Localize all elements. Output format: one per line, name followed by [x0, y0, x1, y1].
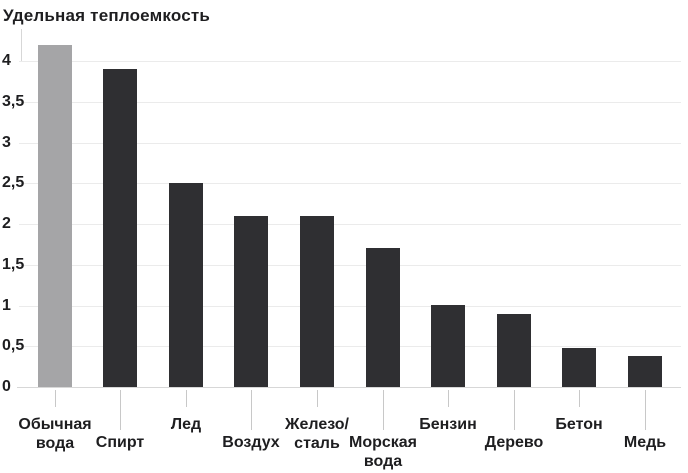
category-tick — [579, 390, 580, 407]
category-label-line: сталь — [294, 435, 340, 452]
category-tick — [186, 390, 187, 407]
y-axis-tick-label: 1,5 — [2, 256, 25, 273]
category-label: Морская вода — [323, 433, 443, 471]
gridline — [19, 224, 681, 225]
bar-6 — [366, 248, 400, 387]
y-axis-tick-label: 0 — [2, 378, 11, 395]
bar-8 — [497, 314, 531, 387]
bar-7 — [431, 305, 465, 387]
gridline — [19, 61, 681, 62]
category-tick — [251, 390, 252, 430]
y-axis-tick-label: 0,5 — [2, 337, 25, 354]
y-axis-tick-label: 3,5 — [2, 93, 25, 110]
x-axis-line — [17, 387, 681, 388]
category-label: Воздух — [191, 433, 311, 452]
category-label: Обычная вода — [0, 415, 115, 453]
y-axis-tick-label: 2 — [2, 215, 11, 232]
category-label: Дерево — [454, 433, 574, 452]
category-label: Спирт — [60, 433, 180, 452]
category-label: Медь — [585, 433, 688, 452]
y-axis-line — [21, 29, 22, 61]
category-label-line: Спирт — [95, 434, 145, 451]
category-tick — [383, 390, 384, 430]
y-axis-tick-label: 1 — [2, 297, 11, 314]
category-label-line: вода — [35, 435, 75, 452]
gridline — [19, 346, 681, 347]
category-label-line: Бетон — [555, 416, 603, 433]
bar-1 — [38, 45, 72, 387]
bar-2 — [103, 69, 137, 387]
category-label: Лед — [126, 415, 246, 434]
category-tick — [55, 390, 56, 407]
gridline — [19, 102, 681, 103]
y-axis-tick-label: 3 — [2, 134, 11, 151]
category-label-line: Медь — [623, 434, 667, 451]
gridline — [19, 183, 681, 184]
bar-4 — [234, 216, 268, 387]
bar-9 — [562, 348, 596, 387]
category-tick — [514, 390, 515, 430]
category-label-line: Воздух — [222, 434, 280, 451]
bar-3 — [169, 183, 203, 387]
gridline — [19, 306, 681, 307]
category-label-line: вода — [363, 453, 403, 470]
bar-10 — [628, 356, 662, 387]
category-label-line: Лед — [170, 416, 202, 433]
category-label-line: Обычная — [18, 416, 92, 433]
category-label: Бензин — [388, 415, 508, 434]
gridline — [19, 265, 681, 266]
y-axis-tick-label: 2,5 — [2, 174, 25, 191]
category-label-line: Морская — [348, 434, 417, 451]
category-tick — [317, 390, 318, 407]
category-label-line: Дерево — [484, 434, 544, 451]
category-label-line: Железо/ — [285, 416, 349, 433]
category-label: Бетон — [519, 415, 639, 434]
category-label-line: Бензин — [419, 416, 477, 433]
gridline — [19, 143, 681, 144]
chart-title: Удельная теплоемкость — [3, 6, 211, 25]
y-axis-tick-label: 4 — [2, 52, 11, 69]
category-tick — [448, 390, 449, 407]
category-tick — [120, 390, 121, 430]
bar-5 — [300, 216, 334, 387]
category-tick — [645, 390, 646, 430]
category-label: Железо/сталь — [257, 415, 377, 453]
